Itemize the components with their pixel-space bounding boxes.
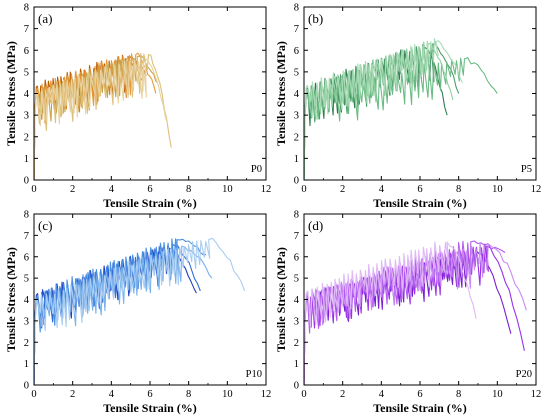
series-group (34, 52, 172, 180)
y-tick-label: 4 (24, 295, 30, 306)
y-tick-label: 5 (294, 67, 299, 78)
y-tick-label: 0 (24, 381, 29, 392)
y-axis-label: Tensile Stress (MPa) (274, 41, 288, 146)
y-tick-label: 4 (294, 295, 300, 306)
y-tick-label: 6 (24, 46, 29, 57)
x-tick-label: 10 (222, 389, 233, 400)
x-tick-label: 8 (186, 184, 191, 195)
series-group (34, 237, 246, 385)
x-tick-label: 2 (340, 184, 345, 195)
y-tick-label: 6 (294, 46, 299, 57)
y-tick-label: 0 (294, 176, 299, 187)
y-tick-label: 7 (294, 24, 299, 35)
series-line-5 (304, 241, 477, 385)
y-tick-label: 8 (294, 210, 299, 221)
y-tick-label: 2 (294, 132, 299, 143)
series-line-6 (34, 58, 168, 180)
y-tick-label: 0 (294, 381, 299, 392)
y-tick-label: 7 (24, 231, 29, 242)
x-tick-label: 4 (109, 389, 115, 400)
x-tick-label: 6 (147, 389, 152, 400)
y-tick-label: 4 (24, 89, 30, 100)
series-line-4 (304, 241, 527, 385)
sample-tag: P10 (246, 369, 262, 380)
x-tick-label: 6 (147, 184, 152, 195)
sample-tag: P5 (521, 164, 532, 175)
x-tick-label: 8 (456, 184, 461, 195)
panel-label: (a) (38, 11, 52, 26)
x-tick-label: 12 (531, 389, 542, 400)
y-axis-label: Tensile Stress (MPa) (274, 247, 288, 352)
y-tick-label: 2 (24, 338, 29, 349)
y-tick-label: 8 (294, 3, 299, 14)
y-tick-label: 7 (294, 231, 299, 242)
y-tick-label: 7 (24, 24, 29, 35)
x-tick-label: 10 (492, 184, 503, 195)
x-axis-label: Tensile Strain (%) (373, 401, 467, 415)
x-axis-label: Tensile Strain (%) (103, 401, 197, 415)
y-tick-label: 5 (294, 274, 299, 285)
y-tick-label: 0 (24, 176, 29, 187)
x-tick-label: 12 (531, 184, 542, 195)
series-line-5 (34, 52, 172, 180)
y-tick-label: 1 (24, 359, 29, 370)
x-tick-label: 8 (456, 389, 461, 400)
x-tick-label: 4 (379, 389, 385, 400)
series-line-5 (34, 237, 246, 385)
x-tick-label: 0 (31, 389, 36, 400)
y-tick-label: 4 (294, 89, 300, 100)
y-tick-label: 6 (294, 252, 299, 263)
y-tick-label: 2 (24, 132, 29, 143)
series-group (304, 38, 498, 180)
y-tick-label: 1 (294, 359, 299, 370)
x-tick-label: 6 (417, 389, 422, 400)
panel-label: (c) (38, 218, 52, 233)
x-tick-label: 10 (222, 184, 233, 195)
x-tick-label: 4 (109, 184, 115, 195)
x-axis-label: Tensile Strain (%) (373, 196, 467, 210)
y-tick-label: 6 (24, 252, 29, 263)
x-tick-label: 2 (70, 184, 75, 195)
y-tick-label: 5 (24, 274, 29, 285)
y-axis-label: Tensile Stress (MPa) (4, 247, 18, 352)
y-axis-label: Tensile Stress (MPa) (4, 41, 18, 146)
x-tick-label: 12 (261, 389, 272, 400)
y-tick-label: 3 (24, 316, 29, 327)
x-tick-label: 0 (301, 389, 306, 400)
x-tick-label: 2 (70, 389, 75, 400)
series-line-5 (304, 38, 463, 180)
y-tick-label: 3 (294, 316, 299, 327)
y-tick-label: 8 (24, 210, 29, 221)
sample-tag: P20 (516, 369, 532, 380)
x-tick-label: 4 (379, 184, 385, 195)
series-group (304, 240, 527, 385)
panel-label: (b) (308, 11, 323, 26)
x-tick-label: 2 (340, 389, 345, 400)
y-tick-label: 1 (294, 154, 299, 165)
y-tick-label: 8 (24, 3, 29, 14)
x-tick-label: 10 (492, 389, 503, 400)
panel-label: (d) (308, 218, 323, 233)
x-tick-label: 8 (186, 389, 191, 400)
y-tick-label: 5 (24, 67, 29, 78)
x-tick-label: 12 (261, 184, 272, 195)
y-tick-label: 1 (24, 154, 29, 165)
x-tick-label: 6 (417, 184, 422, 195)
sample-tag: P0 (251, 164, 262, 175)
y-tick-label: 3 (294, 111, 299, 122)
y-tick-label: 3 (24, 111, 29, 122)
y-tick-label: 2 (294, 338, 299, 349)
x-axis-label: Tensile Strain (%) (103, 196, 197, 210)
x-tick-label: 0 (301, 184, 306, 195)
x-tick-label: 0 (31, 184, 36, 195)
